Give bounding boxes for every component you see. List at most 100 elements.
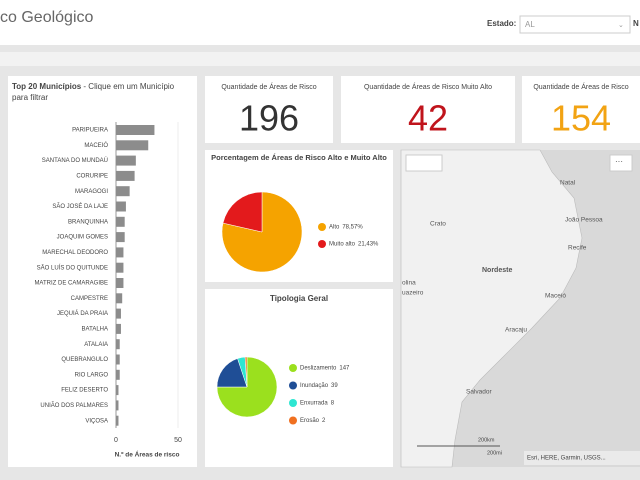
kpi-value: 42 [408, 98, 448, 139]
select-arrow: ⌄ [618, 22, 624, 29]
bar[interactable] [116, 247, 124, 258]
legend-value: 8 [331, 401, 335, 407]
legend-swatch [289, 416, 297, 425]
category-label: SANTANA DO MUNDAÚ [42, 157, 108, 164]
map-menu-dots: ··· [615, 157, 623, 166]
bar-subtitle: - Clique em um Município para filtrar [12, 82, 175, 102]
category-label: ATALAIA [84, 342, 108, 348]
pie-slice [216, 356, 278, 418]
legend-value: 147 [339, 366, 350, 372]
bar[interactable] [116, 323, 121, 334]
bar[interactable] [116, 278, 124, 288]
bar[interactable] [116, 339, 120, 350]
bar[interactable] [116, 369, 120, 380]
scale-label: 200km [478, 437, 495, 443]
state-value: AL [525, 20, 535, 29]
bar[interactable] [116, 232, 125, 243]
map-label: Natal [560, 180, 576, 187]
legend-label: Muito alto [329, 242, 356, 248]
category-label: RIO LARGO [75, 372, 109, 378]
category-label: MACEIÓ [84, 142, 108, 149]
kpi-card [522, 76, 640, 143]
legend-swatch [318, 240, 326, 248]
legend-swatch [318, 223, 326, 231]
legend-label: Enxurrada [300, 401, 328, 407]
category-label: PARIPUEIRA [72, 128, 108, 134]
x-tick-label: 0 [114, 437, 118, 444]
category-label: SÃO JOSÉ DA LAJE [52, 203, 108, 210]
bar[interactable] [116, 155, 136, 166]
map-label: Maceió [545, 293, 566, 300]
map-label: olina [402, 280, 416, 287]
category-label: MARAGOGI [75, 189, 108, 195]
kpi-title: Quantidade de Áreas de Risco Muito Alto [364, 82, 492, 91]
legend-value: 21,43% [358, 242, 379, 248]
legend-value: 39 [331, 383, 338, 389]
bar-title-main: Top 20 Municípios [12, 82, 82, 91]
map-label: Salvador [466, 389, 492, 396]
legend-label: Deslizamento [300, 366, 337, 372]
bar[interactable] [116, 125, 155, 135]
bar[interactable] [116, 308, 121, 319]
bar[interactable] [116, 140, 149, 151]
bar[interactable] [116, 400, 119, 411]
bar[interactable] [116, 216, 125, 227]
kpi-title: Quantidade de Áreas de Risco [221, 82, 316, 91]
x-axis-label: N.º de Áreas de risco [115, 450, 180, 459]
x-tick-label: 50 [174, 437, 182, 444]
state-select[interactable] [519, 15, 631, 34]
bar[interactable] [116, 201, 126, 212]
kpi-value: 154 [551, 98, 611, 139]
bar[interactable] [116, 262, 124, 273]
cut-label: N [633, 19, 639, 28]
kpi-title: Quantidade de Áreas de Risco [533, 82, 628, 91]
pie-title: Tipologia Geral [269, 294, 329, 303]
category-label: BRANQUINHA [68, 219, 108, 225]
spacer-bar [0, 52, 640, 66]
legend-label: Inundação [300, 383, 329, 389]
map-label: Crato [430, 221, 446, 228]
attribution: Esri, HERE, Garmin, USGS... [527, 456, 606, 462]
map-tool[interactable] [405, 154, 443, 172]
category-label: FELIZ DESERTO [61, 388, 108, 394]
legend-swatch [289, 364, 297, 372]
legend-value: 78,57% [342, 225, 363, 231]
land [400, 149, 583, 468]
category-label: MARECHAL DEODORO [42, 250, 108, 256]
category-label: CORURIPE [76, 173, 108, 179]
map-label: Aracaju [505, 327, 527, 334]
scale-label: 200mi [487, 450, 502, 456]
kpi-card [205, 76, 333, 143]
category-label: MATRIZ DE CAMARAGIBE [34, 281, 108, 287]
category-label: UNIÃO DOS PALMARES [40, 402, 108, 409]
category-label: SÃO LUÍS DO QUITUNDE [37, 264, 108, 271]
bar[interactable] [116, 293, 123, 304]
map-label: Recife [568, 245, 587, 252]
pie-title: Porcentagem de Áreas de Risco Alto e Mui… [211, 153, 387, 162]
map-label: João Pessoa [565, 217, 603, 224]
category-label: BATALHA [82, 326, 108, 332]
pie-slice [244, 356, 248, 388]
legend-swatch [289, 381, 297, 390]
pie-slice [216, 358, 248, 388]
bar[interactable] [116, 354, 120, 365]
category-label: QUEBRANGULO [61, 357, 108, 363]
bar[interactable] [116, 385, 119, 396]
attribution-bg [524, 451, 640, 465]
map-label: Nordeste [482, 267, 512, 274]
category-label: VIÇOSA [85, 418, 108, 424]
header-title: co Geológico [0, 9, 93, 26]
bar-title: Top 20 Municípios - Clique em um Municíp… [12, 81, 187, 103]
bar[interactable] [116, 415, 119, 426]
legend-label: Erosão [300, 418, 320, 424]
pie-slice [222, 191, 263, 233]
legend-label: Alto [329, 225, 340, 231]
bar[interactable] [116, 186, 130, 197]
map-menu[interactable] [609, 154, 633, 172]
kpi-card [341, 76, 515, 143]
map-label: uazeiro [402, 290, 424, 297]
bar[interactable] [116, 170, 135, 181]
kpi-value: 196 [239, 98, 299, 139]
